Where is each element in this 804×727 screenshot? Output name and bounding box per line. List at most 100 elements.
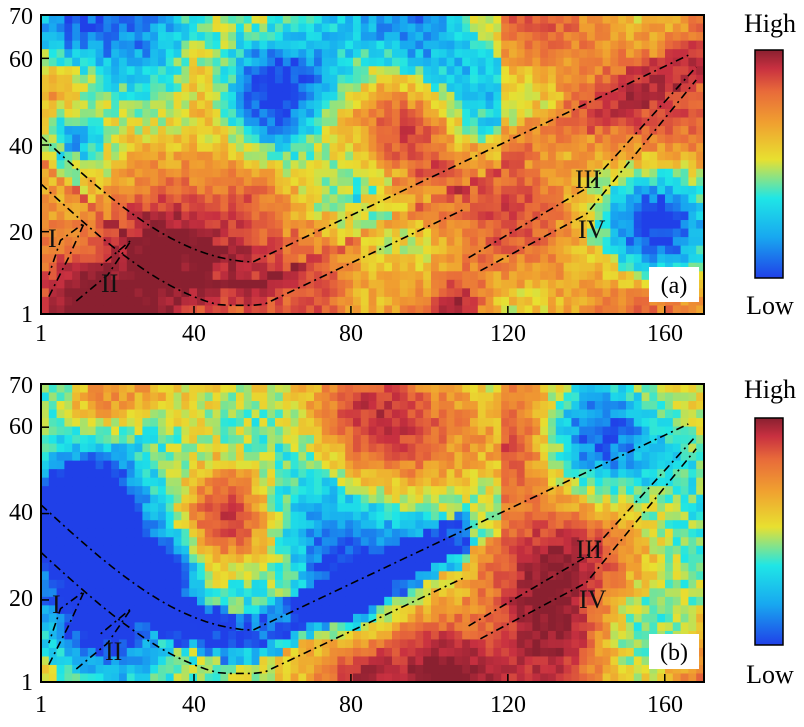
heatmap-cell (314, 245, 323, 255)
heatmap-cell (392, 384, 401, 393)
heatmap-cell (610, 23, 619, 33)
heatmap-cell (509, 202, 518, 212)
heatmap-cell (688, 486, 697, 496)
heatmap-cell (438, 460, 447, 470)
heatmap-cell (392, 211, 401, 221)
heatmap-cell (189, 401, 198, 410)
heatmap-cell (80, 254, 89, 264)
heatmap-cell (251, 32, 260, 42)
heatmap-cell (337, 220, 346, 229)
heatmap-cell (571, 305, 580, 315)
heatmap-cell (376, 202, 385, 212)
heatmap-cell (236, 108, 245, 118)
heatmap-cell (212, 571, 221, 581)
heatmap-cell (48, 288, 57, 298)
heatmap-cell (602, 211, 611, 221)
heatmap-cell (626, 202, 635, 212)
heatmap-cell (56, 520, 65, 530)
heatmap-cell (353, 237, 362, 247)
heatmap-cell (360, 545, 369, 555)
heatmap-cell (353, 528, 362, 538)
heatmap-cell (431, 40, 440, 50)
x-tick-1-a: 1 (35, 321, 47, 347)
heatmap-cell (56, 469, 65, 479)
heatmap-cell (228, 528, 237, 538)
heatmap-cell (618, 160, 627, 170)
heatmap-cell (680, 384, 689, 393)
heatmap-cell (454, 108, 463, 118)
heatmap-cell (189, 443, 198, 453)
heatmap-cell (571, 562, 580, 572)
heatmap-cell (48, 151, 57, 161)
heatmap-cell (181, 108, 190, 118)
heatmap-cell (571, 40, 580, 50)
heatmap-cell (87, 168, 96, 178)
heatmap-cell (392, 23, 401, 33)
heatmap-cell (220, 194, 229, 204)
heatmap-cell (87, 117, 96, 127)
heatmap-cell (493, 452, 502, 462)
heatmap-cell (431, 296, 440, 306)
heatmap-cell (80, 384, 89, 393)
heatmap-cell (501, 418, 510, 427)
heatmap-cell (220, 288, 229, 298)
heatmap-cell (321, 305, 330, 315)
heatmap-cell (485, 23, 494, 33)
heatmap-cell (189, 288, 198, 298)
heatmap-cell (672, 511, 681, 521)
heatmap-cell (56, 305, 65, 315)
heatmap-cell (126, 194, 135, 204)
heatmap-cell (626, 220, 635, 229)
heatmap-cell (48, 452, 57, 462)
heatmap-cell (516, 486, 525, 496)
heatmap-cell (540, 279, 549, 289)
heatmap-cell (392, 537, 401, 547)
heatmap-cell (493, 168, 502, 178)
heatmap-cell (462, 254, 471, 264)
heatmap-cell (282, 228, 291, 238)
heatmap-cell (251, 537, 260, 547)
heatmap-cell (72, 384, 81, 393)
heatmap-cell (134, 460, 143, 470)
heatmap-cell (555, 237, 564, 247)
heatmap-cell (353, 23, 362, 33)
heatmap-cell (142, 503, 151, 513)
heatmap-cell (337, 49, 346, 59)
heatmap-cell (321, 401, 330, 410)
heatmap-cell (56, 494, 65, 504)
heatmap-cell (384, 100, 393, 110)
heatmap-cell (212, 418, 221, 427)
heatmap-cell (462, 117, 471, 127)
heatmap-cell (688, 537, 697, 547)
heatmap-cell (275, 151, 284, 161)
heatmap-cell (641, 220, 650, 229)
heatmap-cell (587, 279, 596, 289)
heatmap-cell (571, 185, 580, 195)
heatmap-cell (150, 100, 159, 110)
heatmap-cell (189, 486, 198, 496)
heatmap-cell (165, 40, 174, 50)
heatmap-cell (197, 537, 206, 547)
heatmap-cell (119, 520, 128, 530)
heatmap-cell (267, 392, 276, 402)
heatmap-cell (641, 160, 650, 170)
heatmap-cell (602, 384, 611, 393)
heatmap-cell (282, 151, 291, 161)
heatmap-cell (189, 143, 198, 153)
heatmap-cell (56, 32, 65, 42)
heatmap-cell (501, 74, 510, 84)
heatmap-cell (470, 126, 479, 135)
heatmap-cell (228, 220, 237, 229)
heatmap-cell (103, 15, 112, 24)
heatmap-cell (290, 554, 299, 564)
heatmap-cell (212, 40, 221, 50)
heatmap-cell (337, 100, 346, 110)
heatmap-cell (501, 554, 510, 564)
heatmap-cell (126, 288, 135, 298)
heatmap-cell (579, 254, 588, 264)
heatmap-cell (329, 305, 338, 315)
heatmap-cell (111, 32, 120, 42)
heatmap-cell (641, 528, 650, 538)
heatmap-cell (657, 49, 666, 59)
heatmap-cell (501, 32, 510, 42)
